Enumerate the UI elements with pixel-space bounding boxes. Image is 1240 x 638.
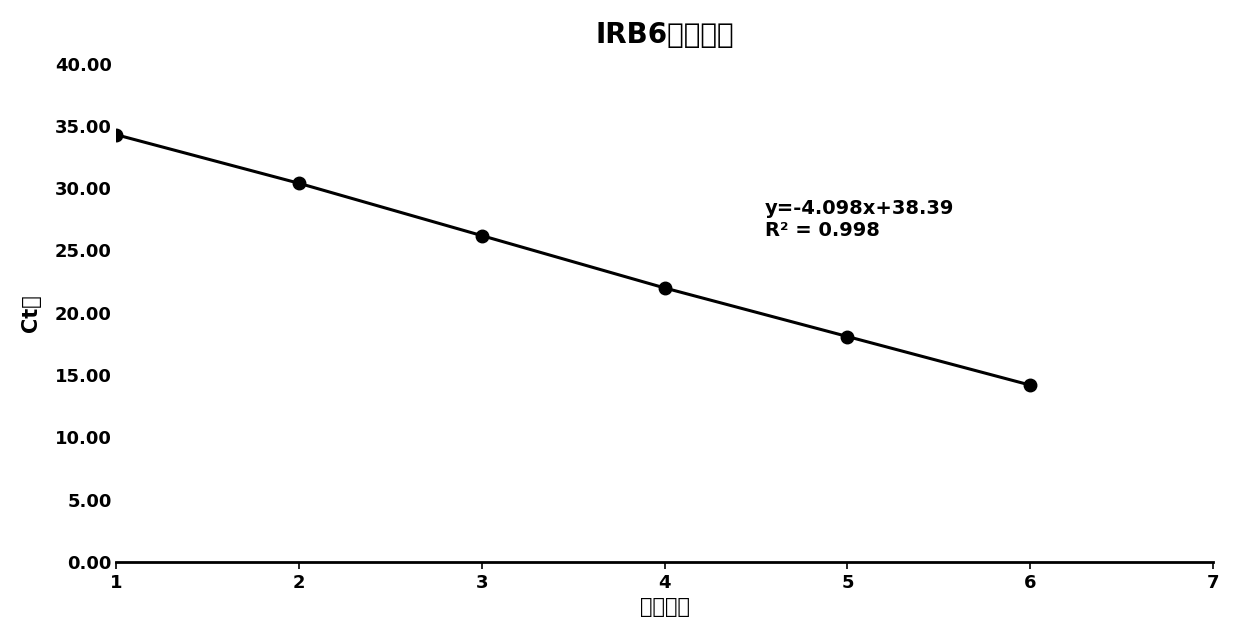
Title: IRB6基因序列: IRB6基因序列 <box>595 21 734 49</box>
Y-axis label: Ct值: Ct值 <box>21 294 41 332</box>
X-axis label: 浓度梯度: 浓度梯度 <box>640 597 689 617</box>
Text: y=-4.098x+38.39
R² = 0.998: y=-4.098x+38.39 R² = 0.998 <box>765 199 955 240</box>
